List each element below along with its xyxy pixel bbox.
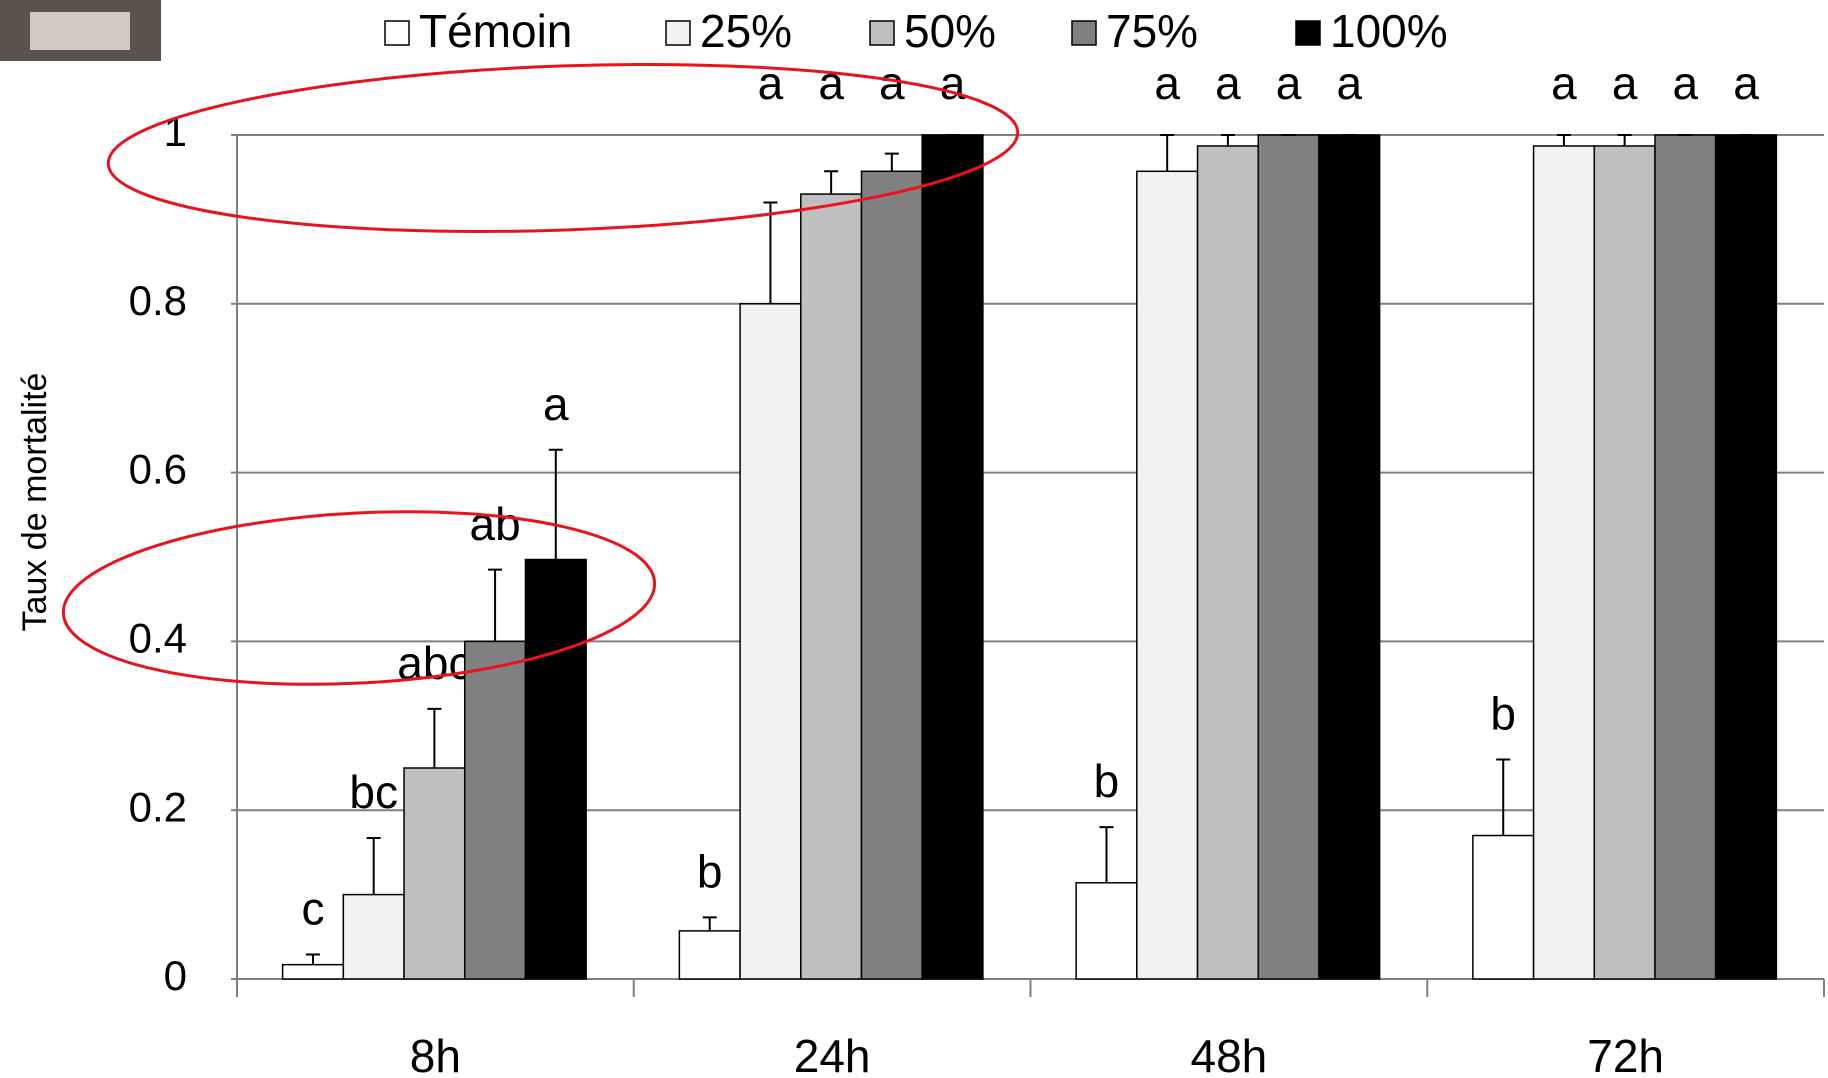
- significance-letter: a: [1612, 57, 1638, 109]
- bar: [343, 895, 404, 979]
- error-bar: [488, 570, 502, 642]
- significance-letter: a: [1551, 57, 1577, 109]
- legend-swatch: [666, 21, 690, 45]
- bar: [679, 931, 740, 979]
- bar: [1716, 135, 1777, 979]
- significance-letter: b: [1094, 755, 1120, 807]
- bar: [283, 965, 344, 979]
- error-bar: [549, 450, 563, 560]
- error-bar: [306, 955, 320, 965]
- error-bar: [1221, 135, 1235, 146]
- bar: [801, 194, 862, 979]
- significance-letter: a: [1276, 57, 1302, 109]
- legend-label: 25%: [700, 5, 792, 57]
- error-bar: [1496, 760, 1510, 836]
- error-bar: [1099, 827, 1113, 883]
- legend-label: Témoin: [419, 5, 572, 57]
- significance-letter: bc: [349, 766, 398, 818]
- x-tick-label: 24h: [794, 1030, 871, 1078]
- significance-letter: c: [301, 883, 324, 935]
- significance-letter: a: [1215, 57, 1241, 109]
- error-bar: [1618, 135, 1632, 146]
- legend-swatch: [385, 21, 409, 45]
- thumbnail-detail: [30, 12, 130, 50]
- significance-letter: b: [697, 846, 723, 898]
- x-tick-label: 8h: [410, 1030, 461, 1078]
- y-tick-label: 0: [164, 952, 187, 999]
- significance-letter: a: [1733, 57, 1759, 109]
- significance-letter: ab: [469, 498, 520, 550]
- legend-swatch: [1072, 21, 1096, 45]
- bar: [1594, 146, 1655, 979]
- bar: [1534, 146, 1595, 979]
- legend-label: 100%: [1330, 5, 1448, 57]
- y-tick-label: 0.2: [129, 783, 187, 830]
- bar: [922, 135, 983, 979]
- bar: [1258, 135, 1319, 979]
- bar: [740, 304, 801, 979]
- significance-letter: a: [818, 57, 844, 109]
- significance-letter: a: [1336, 57, 1362, 109]
- error-bar: [703, 917, 717, 931]
- y-axis-label: Taux de mortalité: [16, 373, 54, 632]
- bar: [1076, 883, 1137, 979]
- chart: Taux de mortalité 00.20.40.60.818hcbcabc…: [0, 0, 1828, 1078]
- x-tick-label: 48h: [1191, 1030, 1268, 1078]
- error-bar: [1160, 135, 1174, 171]
- significance-letter: a: [940, 57, 966, 109]
- legend-swatch: [870, 21, 894, 45]
- error-bar: [824, 171, 838, 194]
- bar: [1137, 171, 1198, 979]
- bar: [465, 641, 526, 979]
- significance-letter: abc: [397, 637, 471, 689]
- y-tick-label: 0.4: [129, 614, 187, 661]
- bar: [861, 171, 922, 979]
- legend-swatch: [1296, 21, 1320, 45]
- significance-letter: b: [1490, 688, 1516, 740]
- legend-label: 50%: [904, 5, 996, 57]
- bar: [1198, 146, 1259, 979]
- y-tick-label: 0.8: [129, 277, 187, 324]
- significance-letter: a: [758, 57, 784, 109]
- error-bar: [763, 203, 777, 304]
- bar: [1473, 836, 1534, 979]
- x-tick-label: 72h: [1587, 1030, 1664, 1078]
- bar: [525, 560, 586, 979]
- significance-letter: a: [543, 378, 569, 430]
- significance-letter: a: [1673, 57, 1699, 109]
- legend-label: 75%: [1106, 5, 1198, 57]
- significance-letter: a: [1154, 57, 1180, 109]
- error-bar: [1557, 135, 1571, 146]
- error-bar: [427, 709, 441, 768]
- error-bar: [885, 154, 899, 172]
- bar: [404, 768, 465, 979]
- bar: [1655, 135, 1716, 979]
- y-tick-label: 0.6: [129, 446, 187, 493]
- bar: [1319, 135, 1380, 979]
- error-bar: [367, 838, 381, 895]
